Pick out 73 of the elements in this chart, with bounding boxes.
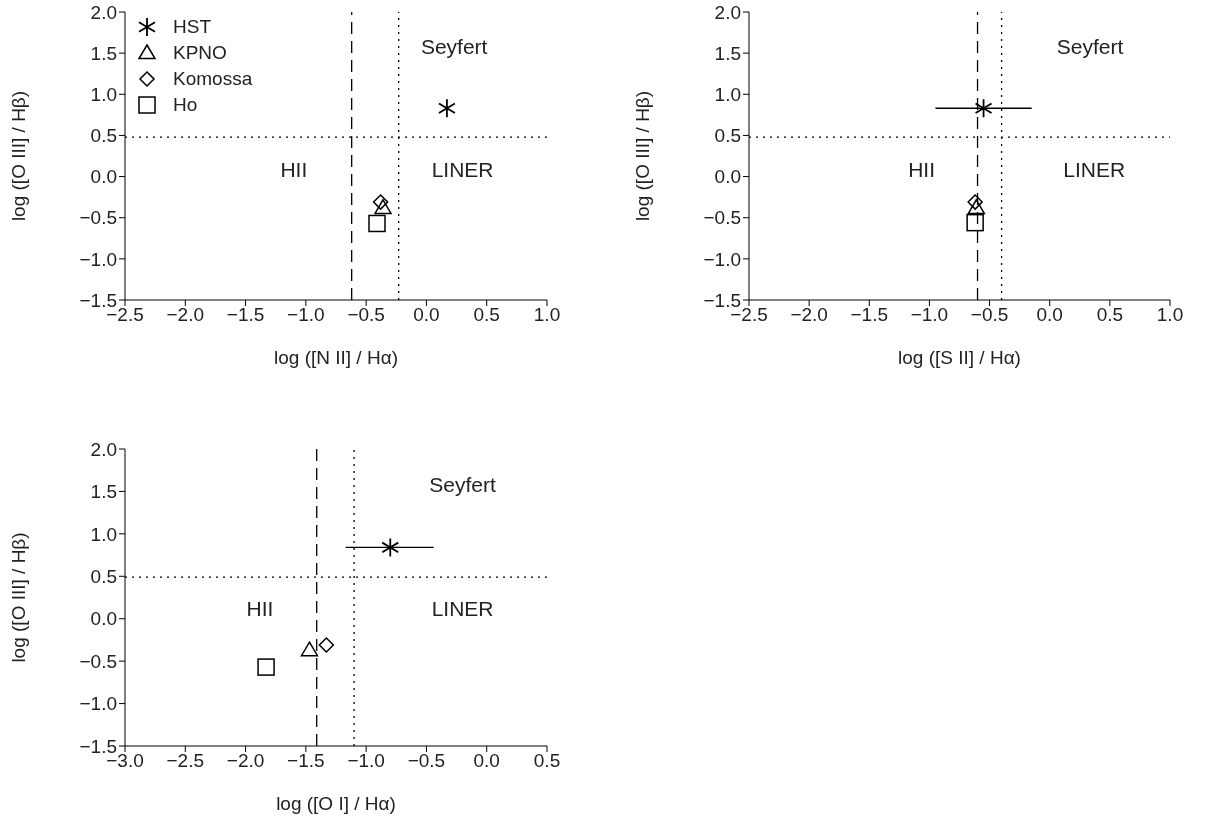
x-tick-label: 0.0 <box>413 304 440 326</box>
x-tick-label: −2.0 <box>226 750 265 772</box>
x-tick-label: −1.0 <box>287 304 325 326</box>
x-tick-label: 0.5 <box>533 750 561 772</box>
y-tick-label: 0.0 <box>714 166 741 188</box>
y-tick-label: 1.0 <box>90 523 117 545</box>
point <box>374 199 392 215</box>
point <box>438 98 456 119</box>
y-axis-title: log ([O III] / Hβ) <box>7 90 29 222</box>
point <box>381 537 400 558</box>
point <box>372 194 389 210</box>
point <box>300 641 319 657</box>
x-axis-title: log ([N II] / Hα) <box>274 347 398 368</box>
annotation: Seyfert <box>1056 34 1124 59</box>
x-axis-title: log ([S II] / Hα) <box>898 347 1021 368</box>
y-tick-label: −1.0 <box>79 248 117 270</box>
annotation: HII <box>280 158 308 183</box>
x-tick-label: −1.5 <box>287 750 325 772</box>
x-tick-label: 0.5 <box>1096 304 1124 326</box>
x-tick-label: −1.0 <box>347 750 385 772</box>
x-axis-title: log ([O I] / Hα) <box>276 793 396 814</box>
x-tick-label: −2.0 <box>790 304 828 326</box>
y-tick-label: 1.0 <box>714 84 741 106</box>
y-tick-label: 2.0 <box>90 438 117 460</box>
y-tick-label: 0.5 <box>714 125 741 147</box>
annotation: Seyfert <box>429 472 496 497</box>
point <box>966 213 984 232</box>
y-tick-label: 0.0 <box>90 166 117 188</box>
y-tick-label: −0.5 <box>79 650 117 672</box>
y-tick-label: 1.0 <box>90 84 117 106</box>
legend-label: HST <box>173 15 211 39</box>
x-tick-label: 1.0 <box>1156 304 1184 326</box>
y-tick-label: 0.5 <box>90 125 117 147</box>
annotation: HII <box>908 158 936 183</box>
x-tick-label: −2.5 <box>166 750 205 772</box>
x-tick-label: −0.5 <box>970 304 1009 326</box>
x-tick-label: −0.5 <box>407 750 446 772</box>
x-tick-label: −1.5 <box>850 304 889 326</box>
y-tick-label: 1.5 <box>714 42 741 64</box>
annotation: HII <box>246 597 274 622</box>
y-tick-label: 0.5 <box>90 566 117 588</box>
annotation: Seyfert <box>420 34 488 59</box>
legend-label: Ho <box>173 93 198 117</box>
y-axis-title: log ([O III] / Hβ) <box>631 90 653 222</box>
x-tick-label: −1.0 <box>910 304 949 326</box>
annotation: LINER <box>1063 158 1126 183</box>
y-tick-label: 1.5 <box>90 42 117 64</box>
annotation: LINER <box>431 158 494 183</box>
point <box>967 199 986 215</box>
annotation: LINER <box>431 597 494 622</box>
x-tick-label: 0.5 <box>473 304 500 326</box>
point <box>257 658 275 676</box>
legend-label: Komossa <box>173 67 253 91</box>
y-tick-label: 2.0 <box>90 1 117 23</box>
point <box>967 194 983 210</box>
x-tick-label: 1.0 <box>533 304 561 326</box>
y-tick-label: −0.5 <box>703 207 741 229</box>
y-axis-title: log ([O III] / Hβ) <box>7 532 29 663</box>
x-tick-label: −0.5 <box>347 304 385 326</box>
legend-label: KPNO <box>173 41 227 65</box>
point <box>368 214 386 233</box>
point <box>318 637 335 653</box>
x-tick-label: −2.0 <box>166 304 205 326</box>
x-tick-label: 0.0 <box>473 750 500 772</box>
y-tick-label: 0.0 <box>90 608 117 630</box>
y-tick-label: −1.0 <box>703 248 741 270</box>
x-tick-label: 0.0 <box>1036 304 1063 326</box>
x-tick-label: −1.5 <box>226 304 265 326</box>
y-tick-label: 2.0 <box>714 1 741 23</box>
y-tick-label: −0.5 <box>79 207 117 229</box>
y-tick-label: 1.5 <box>90 481 117 503</box>
y-tick-label: −1.0 <box>79 693 117 715</box>
point <box>974 98 993 119</box>
